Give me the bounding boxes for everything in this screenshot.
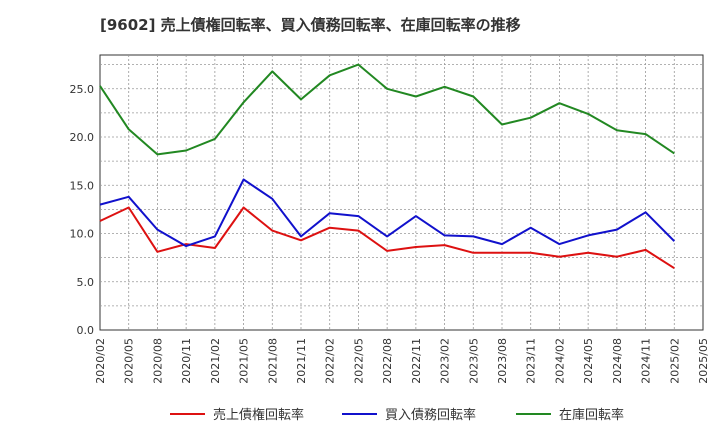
series-line <box>99 63 675 156</box>
y-axis: 0.0 5.0 10.0 15.0 20.0 25.0 <box>70 83 95 337</box>
legend-label: 買入債務回転率 <box>385 407 476 423</box>
x-tick-label: 2023/02 <box>439 338 452 384</box>
grid <box>100 55 703 330</box>
x-tick-label: 2024/05 <box>582 338 595 384</box>
y-tick-label: 5.0 <box>77 276 95 289</box>
x-tick-label: 2020/05 <box>123 338 136 384</box>
x-tick-label: 2020/08 <box>151 338 164 384</box>
x-tick-label: 2022/11 <box>410 338 423 384</box>
legend-label: 売上債権回転率 <box>213 407 304 423</box>
series-lines <box>99 63 676 270</box>
y-tick-label: 10.0 <box>70 228 95 241</box>
x-tick-label: 2023/11 <box>525 338 538 384</box>
x-tick-label: 2022/02 <box>324 338 337 384</box>
x-tick-label: 2025/02 <box>668 338 681 384</box>
y-tick-label: 0.0 <box>77 324 95 337</box>
x-tick-label: 2020/02 <box>94 338 107 384</box>
x-tick-label: 2024/08 <box>611 338 624 384</box>
x-tick-label: 2023/05 <box>467 338 480 384</box>
x-tick-label: 2025/05 <box>697 338 710 384</box>
x-tick-label: 2022/05 <box>352 338 365 384</box>
y-tick-label: 15.0 <box>70 179 95 192</box>
y-tick-label: 20.0 <box>70 131 95 144</box>
x-tick-label: 2021/05 <box>238 338 251 384</box>
legend-label: 在庫回転率 <box>559 407 624 423</box>
x-tick-label: 2021/11 <box>295 338 308 384</box>
x-tick-label: 2024/02 <box>553 338 566 384</box>
plot-area <box>99 54 704 331</box>
x-tick-label: 2020/11 <box>180 338 193 384</box>
x-tick-label: 2021/02 <box>209 338 222 384</box>
x-tick-label: 2024/11 <box>640 338 653 384</box>
x-tick-label: 2022/08 <box>381 338 394 384</box>
x-tick-label: 2023/08 <box>496 338 509 384</box>
x-tick-label: 2021/08 <box>266 338 279 384</box>
legend: 売上債権回転率 買入債務回転率 在庫回転率 <box>170 407 624 423</box>
chart-title: [9602] 売上債権回転率、買入債務回転率、在庫回転率の推移 <box>100 16 521 34</box>
series-line <box>99 206 675 270</box>
x-axis: 2020/02 2020/05 2020/08 2020/11 2021/02 2021/… <box>94 338 710 384</box>
series-line <box>99 178 676 248</box>
y-tick-label: 25.0 <box>70 83 95 96</box>
